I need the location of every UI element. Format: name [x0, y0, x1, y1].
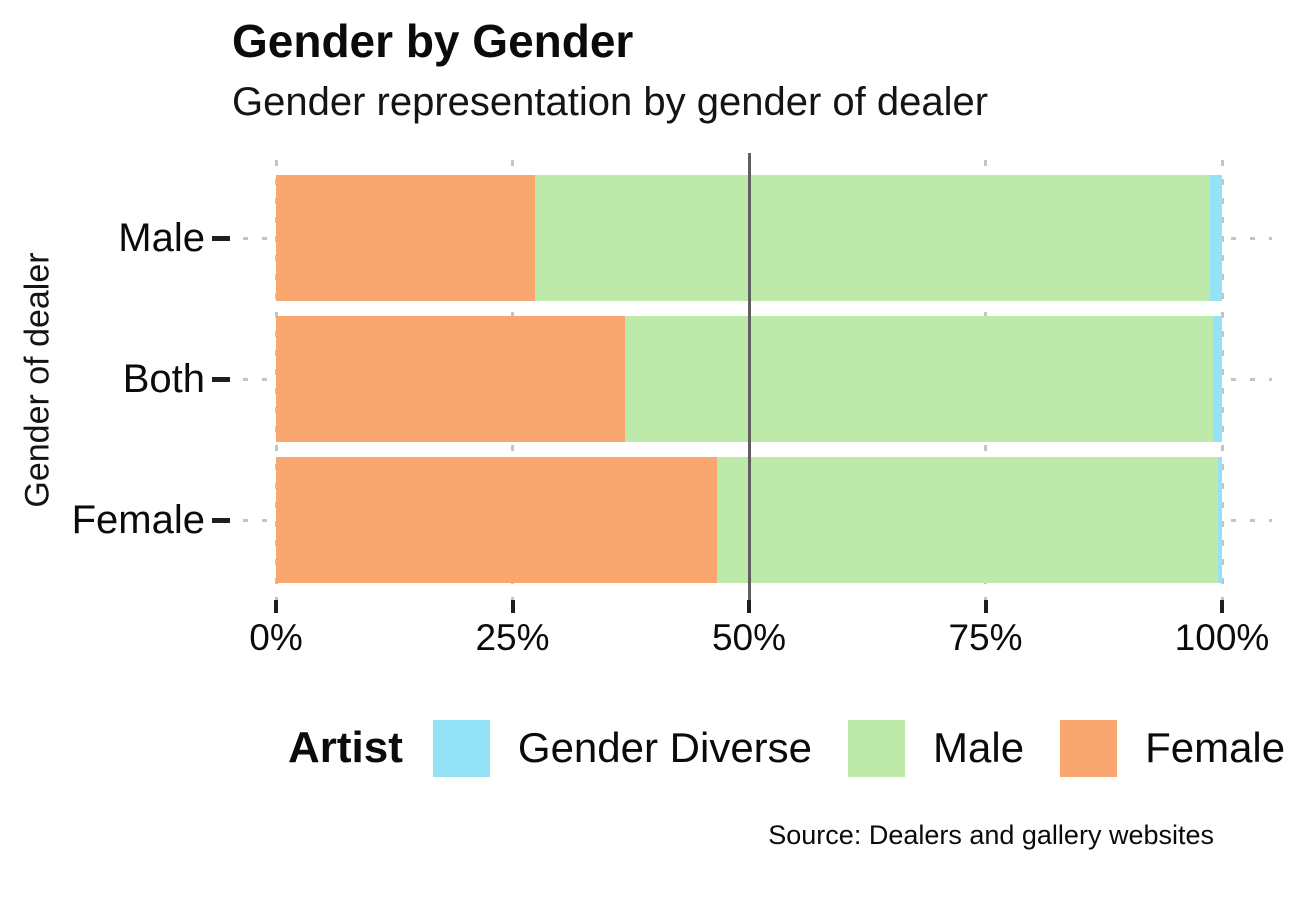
chart-subtitle: Gender representation by gender of deale…	[232, 80, 989, 124]
legend-swatch-male	[848, 719, 906, 777]
bar-segment-male-male	[535, 175, 1210, 301]
x-axis-label-50: 50%	[711, 617, 787, 658]
x-axis-tick-50	[747, 600, 751, 613]
y-axis-tick-male	[212, 235, 230, 241]
x-axis-label-75: 75%	[948, 617, 1023, 658]
x-axis-label-25: 25%	[475, 617, 550, 658]
bar-row-female	[276, 457, 1222, 583]
x-axis-label-100: 100%	[1174, 617, 1270, 658]
y-axis-tick-both	[212, 376, 230, 382]
bar-row-male	[276, 175, 1222, 301]
x-axis-tick-75	[983, 600, 988, 613]
bar-segment-both-female	[276, 316, 626, 442]
legend: Artist Gender Diverse Male Female	[288, 716, 1290, 780]
x-axis-tick-25	[510, 600, 515, 613]
y-axis-label-both: Both	[122, 357, 205, 401]
legend-label-female: Female	[1145, 724, 1286, 771]
y-axis-tick-female	[212, 517, 230, 523]
y-axis-label-male: Male	[118, 216, 205, 260]
legend-label-male: Male	[933, 724, 1025, 771]
legend-swatch-gender-diverse	[432, 719, 490, 777]
bar-segment-both-male	[625, 316, 1214, 442]
bar-segment-female-gender-diverse	[1218, 457, 1222, 583]
x-axis-label-0: 0%	[249, 617, 303, 658]
bar-segment-female-female	[276, 457, 717, 583]
legend-title: Artist	[288, 723, 403, 772]
reference-line-50pct	[747, 153, 751, 613]
bar-segment-male-gender-diverse	[1209, 175, 1222, 301]
bar-segment-female-male	[716, 457, 1219, 583]
x-axis-tick-0	[274, 600, 278, 613]
x-axis-tick-100	[1220, 600, 1224, 613]
bar-segment-both-gender-diverse	[1213, 316, 1222, 442]
chart-title: Gender by Gender	[232, 15, 634, 67]
legend-swatch-female	[1060, 719, 1118, 777]
bar-segment-male-female	[276, 175, 536, 301]
bar-row-both	[276, 316, 1222, 442]
y-axis-label-female: Female	[71, 498, 205, 542]
source-note: Source: Dealers and gallery websites	[768, 820, 1214, 850]
legend-label-gender-diverse: Gender Diverse	[517, 724, 813, 771]
